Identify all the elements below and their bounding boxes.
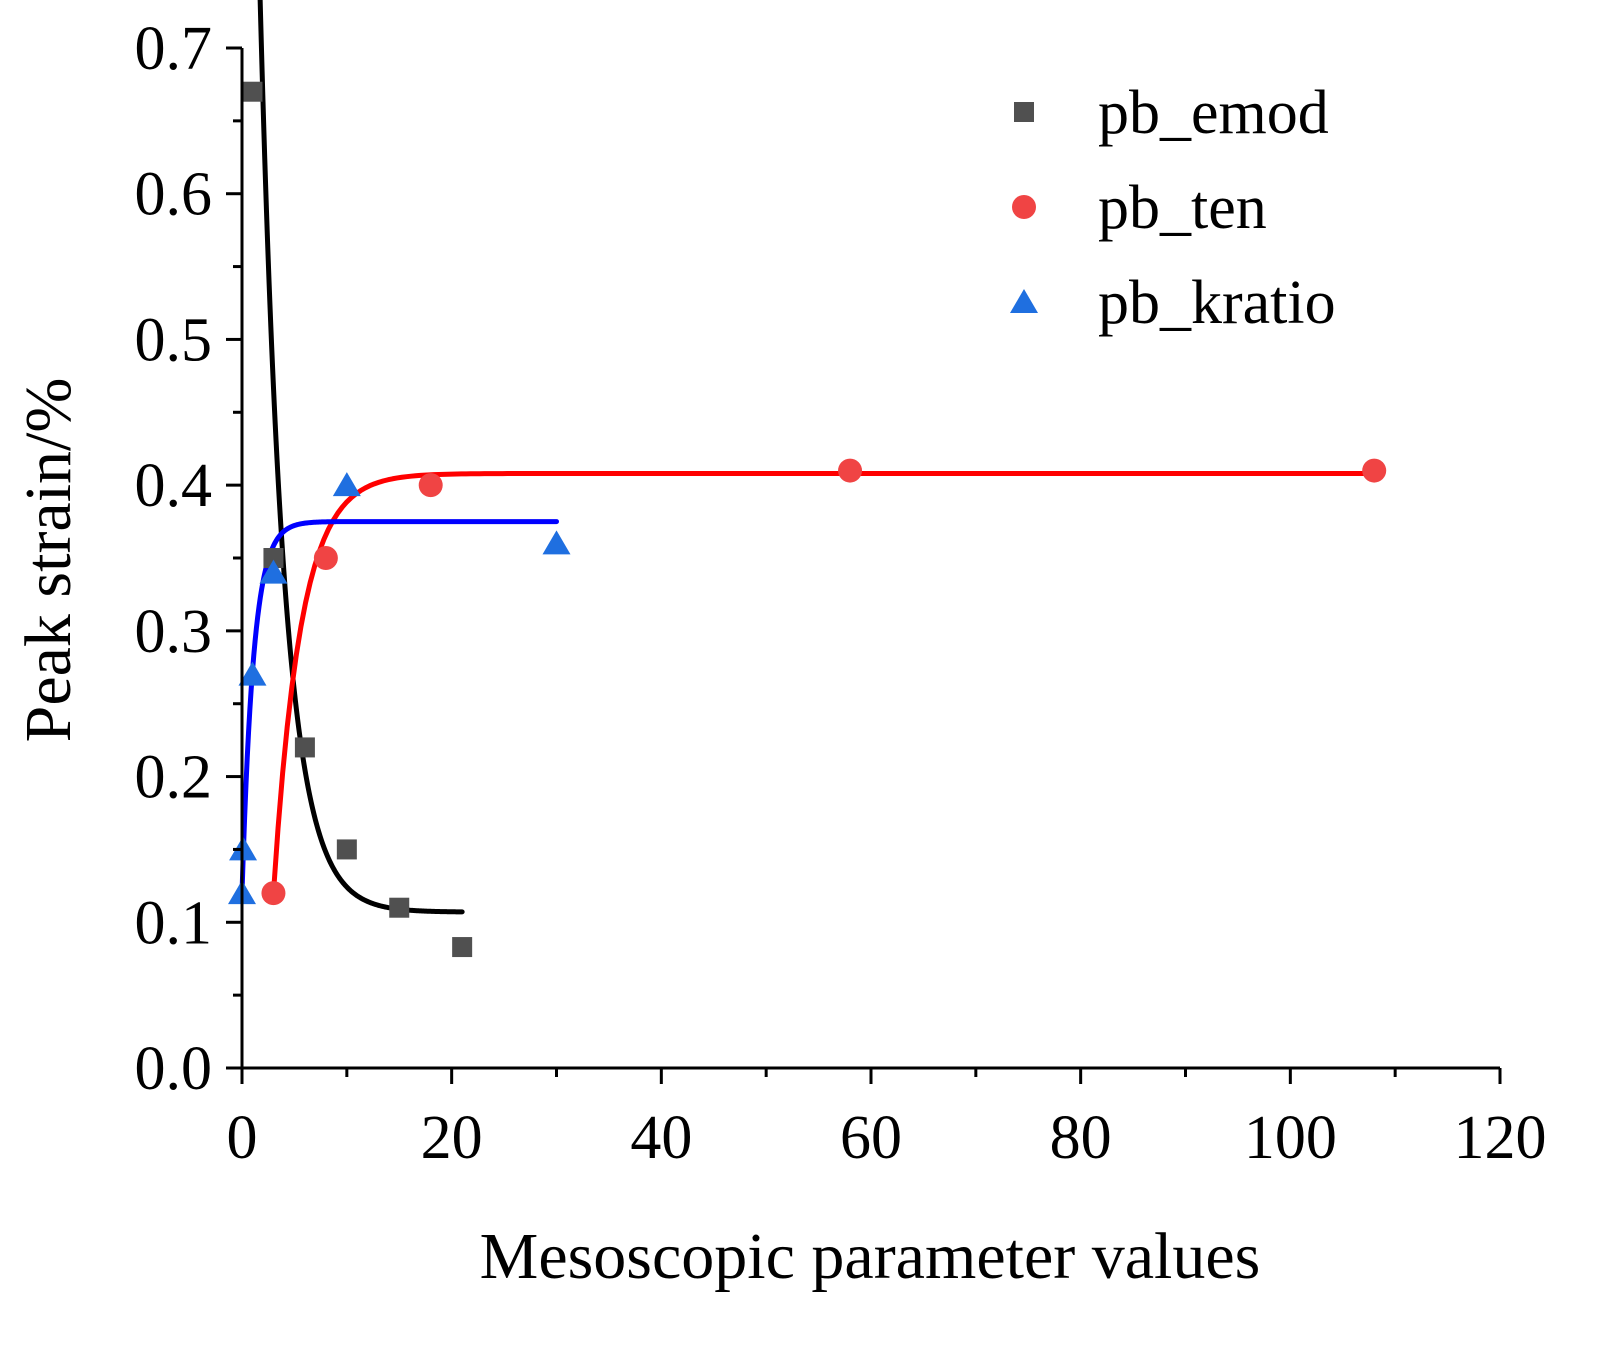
x-axis-ticks: 0 20 40 60 80 100 120 [227, 1068, 1547, 1172]
x-axis-title: Mesoscopic parameter values [480, 1220, 1261, 1293]
point-pb_ten [313, 546, 338, 570]
legend-marker-pb_kratio [1010, 289, 1038, 313]
legend-marker-pb_ten [1012, 195, 1036, 219]
x-tick-label: 80 [1050, 1104, 1112, 1172]
y-axis-title: Peak strain/% [12, 378, 85, 743]
point-pb_emod [452, 937, 473, 958]
point-pb_kratio [332, 472, 361, 497]
x-tick-label: 120 [1454, 1104, 1547, 1172]
x-tick-label: 60 [840, 1104, 902, 1172]
x-tick-label: 40 [630, 1104, 692, 1172]
y-tick-label: 0.0 [135, 1035, 213, 1103]
point-pb_ten [838, 458, 863, 483]
point-pb_emod [263, 548, 284, 568]
legend-marker-pb_emod [1014, 102, 1034, 122]
point-pb_emod [336, 839, 357, 860]
fit-curve-pb_kratio [239, 519, 559, 896]
point-pb_ten [261, 881, 286, 906]
legend-label-pb_emod: pb_emod [1098, 79, 1329, 147]
fit-curves [239, 0, 1377, 915]
data-points [228, 81, 1387, 958]
point-pb_kratio [542, 530, 571, 555]
point-pb_emod [294, 737, 315, 758]
point-pb_ten [1362, 458, 1387, 483]
y-tick-label: 0.3 [135, 598, 213, 666]
legend-label-pb_ten: pb_ten [1098, 174, 1267, 242]
x-tick-label: 20 [421, 1104, 483, 1172]
point-pb_kratio [238, 661, 267, 686]
fit-curve-pb_emod [257, 0, 465, 915]
y-axis-ticks: 0.0 0.1 0.2 0.3 0.4 0.5 0.6 0.7 [135, 15, 242, 1103]
y-tick-label: 0.7 [135, 15, 213, 83]
legend: pb_emod pb_ten pb_kratio [1010, 79, 1336, 337]
y-tick-label: 0.1 [135, 889, 213, 957]
x-tick-label: 100 [1244, 1104, 1337, 1172]
y-tick-label: 0.2 [135, 744, 213, 812]
point-pb_kratio [259, 559, 288, 584]
point-pb_ten [418, 473, 443, 498]
axes [240, 48, 1500, 1070]
y-tick-label: 0.4 [135, 452, 213, 520]
y-tick-label: 0.5 [135, 306, 213, 374]
x-tick-label: 0 [227, 1104, 258, 1172]
y-tick-label: 0.6 [135, 161, 213, 229]
point-pb_emod [389, 897, 410, 918]
fit-curve-pb_ten [270, 470, 1377, 896]
legend-label-pb_kratio: pb_kratio [1098, 269, 1336, 337]
point-pb_emod [242, 81, 263, 102]
